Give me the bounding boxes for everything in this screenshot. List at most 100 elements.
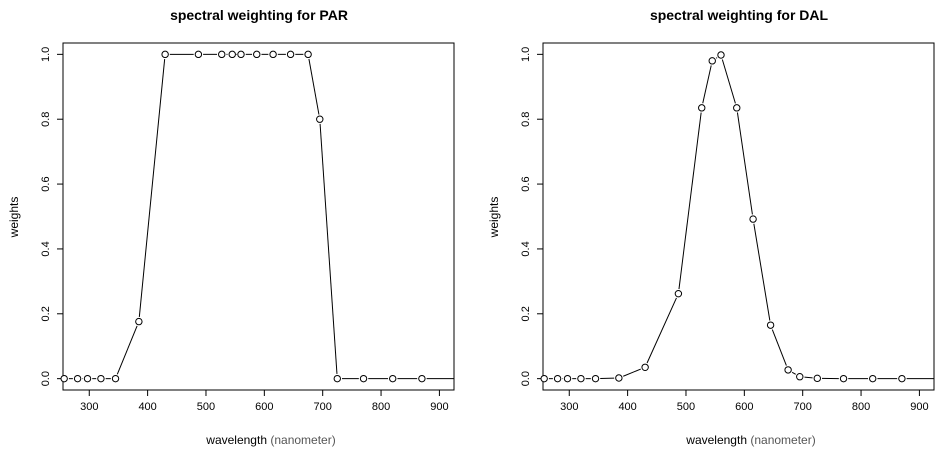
- tick-group: 300 400 500 600 700 800 900 0.0 0.2 0.4 0.6 0.8 1.0: [40, 47, 449, 413]
- data-point: [228, 50, 236, 59]
- data-point: [253, 50, 261, 59]
- x-tick-label: 300: [80, 401, 98, 413]
- x-tick-label: 300: [560, 401, 578, 413]
- data-point: [135, 317, 143, 326]
- x-axis-name: wavelength: [205, 433, 267, 447]
- x-tick-label: 800: [852, 401, 870, 413]
- series-line-segment: [771, 329, 787, 366]
- x-tick-label: 900: [910, 401, 928, 413]
- y-tick-label: 0.4: [520, 241, 532, 256]
- dal-chart-panel: spectral weighting for DAL 300 400 500 600 7…: [487, 7, 935, 447]
- series-line-segment: [791, 371, 796, 375]
- x-axis-unit: (nanometer): [270, 433, 335, 447]
- y-tick-label: 0.4: [40, 241, 52, 256]
- y-tick-label: 0.6: [520, 176, 532, 191]
- data-point: [83, 374, 92, 383]
- series-line-segment: [715, 57, 718, 59]
- series-line-segment: [678, 112, 702, 290]
- series-line-segment: [721, 59, 736, 104]
- plot-frame: [542, 42, 935, 391]
- y-tick-label: 0.8: [40, 112, 52, 127]
- x-tick-label: 800: [372, 401, 390, 413]
- x-tick-label: 700: [794, 401, 812, 413]
- data-point: [796, 373, 804, 381]
- data-point: [333, 374, 341, 383]
- data-point: [97, 374, 105, 383]
- data-point: [869, 374, 877, 383]
- data-point: [111, 374, 120, 383]
- y-tick-label: 1.0: [40, 47, 52, 62]
- x-axis-label: wavelength (nanometer): [685, 433, 815, 447]
- data-point: [60, 374, 68, 383]
- data-point: [733, 104, 741, 112]
- data-point: [577, 374, 585, 383]
- chart-title: spectral weighting for DAL: [650, 7, 829, 23]
- x-tick-label: 600: [255, 401, 273, 413]
- data-point: [615, 374, 623, 382]
- data-point: [553, 374, 562, 383]
- data-point: [641, 363, 649, 371]
- data-point: [418, 374, 426, 383]
- x-tick-label: 700: [314, 401, 332, 413]
- y-tick-label: 0.8: [520, 112, 532, 127]
- data-point: [698, 104, 706, 112]
- data-point: [237, 50, 245, 59]
- series-group: [540, 51, 934, 383]
- data-point: [563, 374, 572, 383]
- data-point: [304, 50, 312, 59]
- chart-title: spectral weighting for PAR: [170, 7, 348, 23]
- series-line-segment: [646, 297, 677, 364]
- y-tick-label: 0.2: [520, 306, 532, 321]
- series-line-segment: [319, 123, 338, 374]
- x-tick-label: 600: [735, 401, 753, 413]
- par-chart-panel: spectral weighting for PAR 300 400 500 600 7…: [7, 7, 455, 447]
- data-point: [218, 50, 226, 59]
- series-line-segment: [804, 376, 813, 379]
- y-tick-label: 0.0: [520, 371, 532, 386]
- data-point: [708, 57, 716, 65]
- y-axis-label: weights: [487, 197, 501, 239]
- x-axis-name: wavelength: [685, 433, 747, 447]
- x-tick-label: 500: [197, 401, 215, 413]
- data-point: [194, 50, 203, 59]
- data-point: [674, 289, 683, 298]
- series-line-segment: [702, 65, 712, 104]
- series-group: [60, 50, 454, 383]
- data-point: [73, 374, 82, 383]
- data-point: [898, 374, 906, 383]
- x-axis-unit: (nanometer): [750, 433, 815, 447]
- data-point: [766, 321, 775, 329]
- data-point: [591, 374, 600, 383]
- data-point: [784, 366, 792, 374]
- data-point: [286, 50, 295, 59]
- data-point: [749, 215, 757, 223]
- data-point: [161, 50, 169, 59]
- x-tick-label: 500: [677, 401, 695, 413]
- x-tick-label: 400: [618, 401, 636, 413]
- data-point: [717, 51, 725, 59]
- y-tick-label: 0.6: [40, 176, 52, 191]
- data-point: [269, 50, 277, 59]
- y-tick-label: 0.2: [40, 306, 52, 321]
- data-point: [359, 374, 368, 383]
- x-axis-label: wavelength (nanometer): [205, 433, 335, 447]
- data-point: [389, 374, 397, 383]
- series-line-segment: [623, 368, 641, 377]
- series-line-segment: [736, 112, 753, 215]
- series-line-segment: [116, 325, 138, 375]
- tick-group: 300 400 500 600 700 800 900 0.0 0.2 0.4 0.6 0.8 1.0: [520, 47, 929, 413]
- x-tick-label: 900: [430, 401, 448, 413]
- data-point: [316, 115, 324, 123]
- plot-frame: [62, 42, 455, 391]
- y-tick-label: 0.0: [40, 371, 52, 386]
- series-line-segment: [753, 223, 771, 321]
- series-line-segment: [138, 58, 166, 317]
- data-point: [540, 374, 548, 383]
- y-axis-label: weights: [7, 197, 21, 239]
- data-point: [839, 374, 848, 383]
- y-tick-label: 1.0: [520, 47, 532, 62]
- x-tick-label: 400: [138, 401, 156, 413]
- data-point: [813, 374, 821, 383]
- series-line-segment: [308, 58, 320, 115]
